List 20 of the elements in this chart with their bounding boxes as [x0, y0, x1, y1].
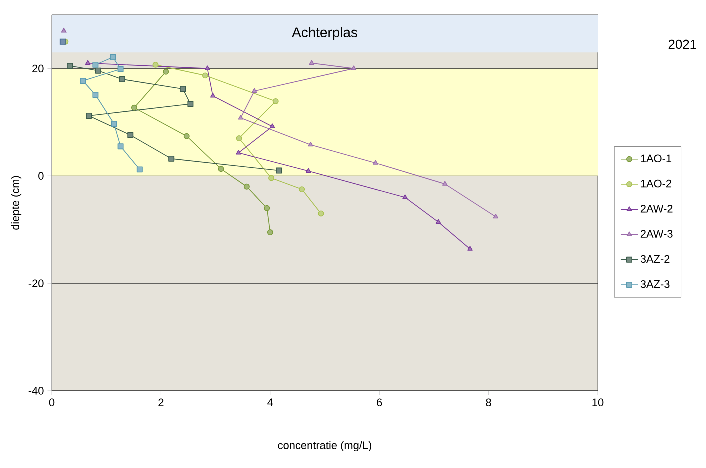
- legend-title: 2021: [668, 40, 696, 50]
- y-tick-label: -40: [28, 387, 44, 395]
- x-tick-label: 4: [268, 398, 274, 406]
- x-tick-label: 6: [377, 398, 382, 407]
- x-tick-label: 10: [592, 398, 604, 407]
- y-tick-label: 20: [32, 64, 44, 73]
- x-tick-label: 2: [158, 398, 164, 406]
- x-axis-title: concentratie (mg/L): [278, 441, 372, 452]
- legend-label: 3AZ-3: [640, 280, 670, 288]
- band-label: Achterplas: [292, 27, 358, 40]
- legend-label: 2AW-2: [640, 205, 673, 213]
- legend-label: 1AO-1: [641, 154, 672, 163]
- legend-label: 3AZ-2: [640, 255, 670, 264]
- legend-label: 1AO-2: [641, 180, 672, 188]
- y-axis-title: diepte (cm): [11, 176, 22, 230]
- x-tick-label: 8: [486, 398, 492, 407]
- y-tick-label: 0: [38, 172, 44, 180]
- y-tick-label: -20: [28, 280, 44, 288]
- legend-label: 2AW-3: [640, 230, 673, 238]
- x-tick-label: 0: [49, 398, 55, 407]
